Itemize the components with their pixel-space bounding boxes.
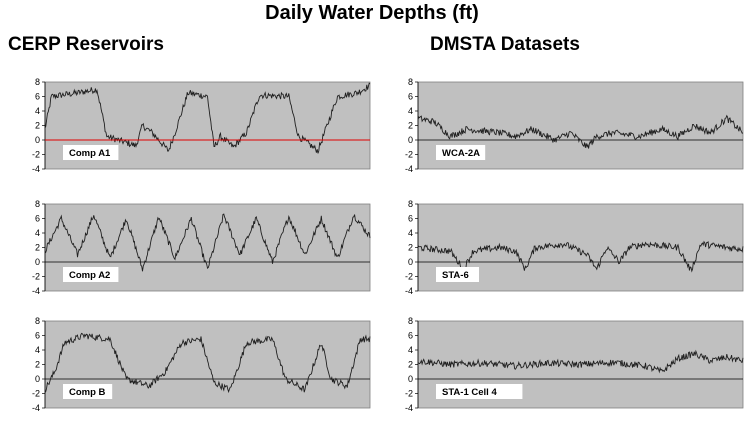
y-tick-label: -4 — [32, 286, 40, 296]
series-line — [44, 332, 371, 394]
y-tick-label: 0 — [408, 374, 413, 384]
y-tick-label: -2 — [405, 272, 413, 282]
panel-label-box — [436, 384, 523, 399]
y-tick-label: 2 — [408, 121, 413, 131]
panel-label: Comp B — [69, 387, 106, 398]
y-tick-label: -2 — [32, 389, 40, 399]
y-tick-label: 8 — [35, 77, 40, 87]
y-tick-label: 8 — [408, 316, 413, 326]
y-tick-label: 2 — [35, 121, 40, 131]
y-tick-label: 4 — [408, 228, 413, 238]
y-tick-label: 2 — [408, 360, 413, 370]
y-tick-label: 2 — [35, 360, 40, 370]
y-tick-label: 6 — [408, 92, 413, 102]
panel-label: Comp A2 — [69, 270, 110, 281]
y-tick-label: -4 — [32, 164, 40, 174]
y-tick-label: -2 — [32, 272, 40, 282]
y-tick-label: 8 — [35, 316, 40, 326]
panel-label: WCA-2A — [442, 148, 480, 159]
panel-label-box — [63, 267, 119, 282]
y-tick-label: 8 — [408, 77, 413, 87]
panel-label: STA-1 Cell 4 — [442, 387, 497, 398]
y-tick-label: -2 — [405, 389, 413, 399]
y-tick-label: 4 — [35, 228, 40, 238]
series-line — [417, 240, 744, 273]
y-tick-label: -4 — [405, 403, 413, 413]
y-tick-label: 2 — [35, 243, 40, 253]
y-tick-label: 6 — [35, 331, 40, 341]
y-tick-label: 6 — [35, 92, 40, 102]
dmsta-column-title: DMSTA Datasets — [430, 34, 580, 55]
y-tick-label: 0 — [35, 374, 40, 384]
y-tick-label: -4 — [32, 403, 40, 413]
y-tick-label: 6 — [35, 214, 40, 224]
series-line — [44, 82, 371, 154]
panel-label: STA-6 — [442, 270, 469, 281]
y-tick-label: 4 — [408, 345, 413, 355]
y-tick-label: 0 — [35, 135, 40, 145]
y-tick-label: 0 — [408, 135, 413, 145]
panel-label-box — [63, 384, 113, 399]
y-tick-label: 6 — [408, 331, 413, 341]
series-line — [44, 213, 371, 272]
series-line — [417, 349, 744, 374]
panel-label: Comp A1 — [69, 148, 111, 159]
y-tick-label: 4 — [35, 106, 40, 116]
y-tick-label: 0 — [35, 257, 40, 267]
y-tick-label: -4 — [405, 164, 413, 174]
panel-label-box — [436, 267, 479, 282]
cerp-column-title: CERP Reservoirs — [8, 34, 164, 55]
y-tick-label: 8 — [35, 199, 40, 209]
panel-label-box — [63, 145, 119, 160]
y-tick-label: 2 — [408, 243, 413, 253]
y-tick-label: 0 — [408, 257, 413, 267]
series-line — [417, 114, 744, 149]
panel-label-box — [436, 145, 486, 160]
y-tick-label: 6 — [408, 214, 413, 224]
y-tick-label: 4 — [35, 345, 40, 355]
y-tick-label: -4 — [405, 286, 413, 296]
figure-title: Daily Water Depths (ft) — [265, 2, 479, 24]
y-tick-label: -2 — [32, 150, 40, 160]
y-tick-label: 8 — [408, 199, 413, 209]
y-tick-label: -2 — [405, 150, 413, 160]
y-tick-label: 4 — [408, 106, 413, 116]
